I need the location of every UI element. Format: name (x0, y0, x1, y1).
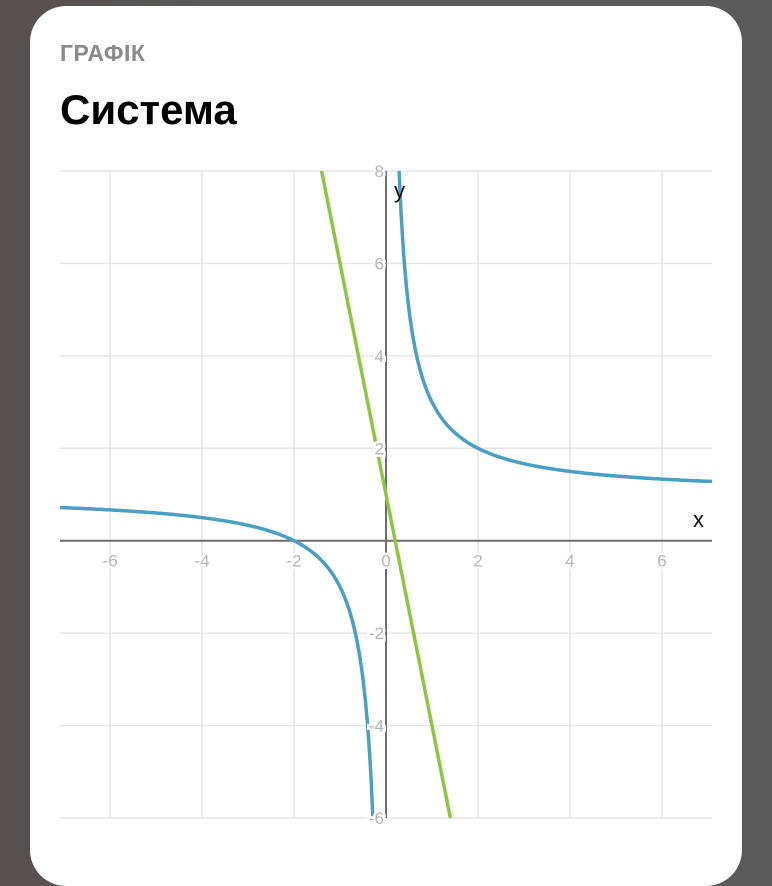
y-axis-label: y (394, 178, 405, 203)
x-tick-label: 4 (565, 552, 574, 571)
x-axis-label: x (693, 507, 704, 532)
y-tick-label: 6 (375, 254, 384, 273)
card-title: Система (60, 86, 237, 133)
function-plot: -6 -4 -2 0 2 4 6 -6 -4 -2 2 4 6 8 x y (60, 162, 712, 828)
series-line-1 (60, 171, 712, 818)
card-eyebrow: ГРАФІК (60, 40, 146, 66)
x-tick-label: -4 (195, 552, 210, 571)
y-tick-label: -6 (369, 809, 384, 828)
y-tick-label: 4 (375, 347, 384, 366)
x-tick-label: -6 (103, 552, 118, 571)
x-tick-label: 0 (381, 552, 390, 571)
x-tick-label: 2 (473, 552, 482, 571)
x-tick-label: -2 (286, 552, 301, 571)
y-tick-label: 2 (375, 439, 384, 458)
series-line-2 (319, 171, 453, 818)
x-tick-label: 6 (657, 552, 666, 571)
y-tick-label: -2 (369, 624, 384, 643)
y-tick-label: -4 (369, 717, 384, 736)
y-tick-label: 8 (375, 162, 384, 181)
